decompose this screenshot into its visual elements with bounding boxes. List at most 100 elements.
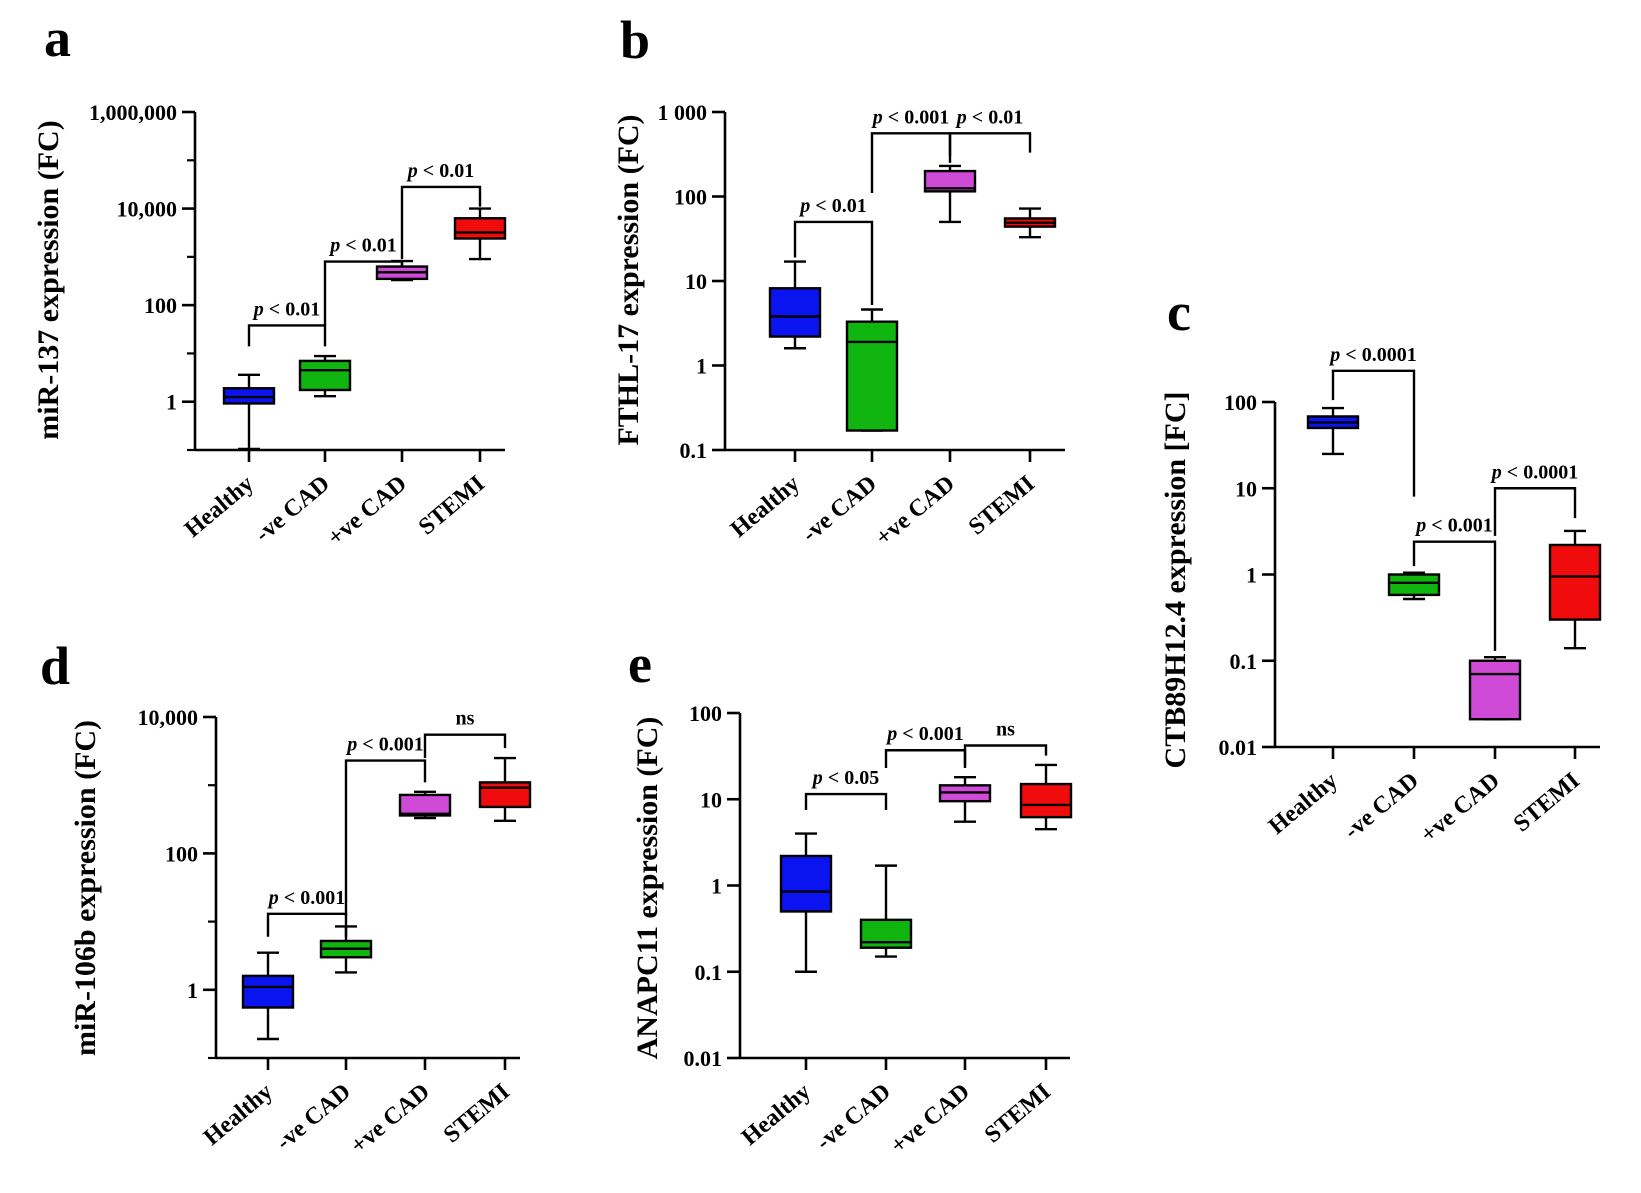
box-0 — [222, 373, 276, 451]
x-tick-label: +ve CAD — [871, 471, 960, 552]
significance-value: < 0.01 — [972, 106, 1023, 128]
box-0 — [779, 832, 833, 973]
x-tick-label: +ve CAD — [323, 471, 412, 552]
y-tick-label: 1 — [711, 874, 722, 899]
box-iqr — [845, 320, 899, 432]
significance-label: p < 0.01 — [252, 298, 320, 320]
p-symbol: p — [1328, 344, 1345, 366]
bracket-line — [948, 132, 1032, 157]
x-tick-label: STEMI — [964, 471, 1040, 541]
x-tick-label: Healthy — [737, 1079, 816, 1151]
p-symbol: p — [885, 723, 902, 745]
significance-bracket: p < 0.001 — [266, 887, 348, 937]
chart-panel-a: a miR-137 expression (FC) 1 100 10,000 1,000,… — [32, 8, 507, 552]
significance-value: < 0.001 — [284, 887, 345, 909]
p-symbol: p — [798, 195, 815, 217]
y-axis-label: miR-106b expression (FC) — [69, 720, 102, 1056]
bracket-line — [884, 749, 967, 769]
bracket-line — [247, 324, 327, 347]
bracket-line — [1412, 540, 1497, 651]
box-iqr — [478, 781, 532, 809]
significance-label: p < 0.001 — [885, 723, 963, 745]
box-3 — [1003, 207, 1057, 239]
significance-label: p < 0.0001 — [1490, 461, 1578, 483]
significance-bracket: p < 0.01 — [793, 195, 874, 305]
bracket-line — [1331, 369, 1416, 497]
significance-value: < 0.05 — [828, 767, 879, 789]
box-iqr — [779, 854, 833, 913]
y-tick-label: 10,000 — [138, 705, 199, 730]
significance-label: p < 0.0001 — [1328, 344, 1416, 366]
significance-label: p < 0.001 — [871, 106, 949, 128]
significance-bracket: p < 0.001 — [1412, 515, 1497, 651]
significance-label: ns — [456, 708, 475, 730]
significance-value: < 0.01 — [423, 160, 474, 182]
x-tick-label: STEMI — [414, 471, 490, 541]
x-tick-label: -ve CAD — [811, 1079, 896, 1156]
box-iqr — [453, 217, 507, 240]
y-tick-label: 100 — [674, 185, 707, 210]
y-tick-label: 0.1 — [695, 960, 723, 985]
x-tick-label: +ve CAD — [886, 1079, 975, 1160]
y-tick-label: 100 — [165, 841, 198, 866]
y-tick-label: 10,000 — [117, 197, 178, 222]
p-symbol: p — [345, 734, 362, 756]
significance-bracket: p < 0.01 — [247, 298, 327, 347]
y-tick-label: 1 — [1246, 563, 1257, 588]
significance-value: < 0.01 — [815, 195, 866, 217]
p-symbol: p — [406, 160, 423, 182]
y-axis-label: FTHL-17 expression (FC) — [612, 114, 645, 445]
x-tick-label: -ve CAD — [797, 471, 882, 548]
chart-panel-d: d miR-106b expression (FC) 1 100 10,000 Healt… — [40, 636, 532, 1159]
significance-label: p < 0.01 — [328, 235, 396, 257]
y-tick-label: 0.01 — [1219, 735, 1258, 760]
significance-bracket: p < 0.0001 — [1328, 344, 1417, 497]
bracket-line — [423, 733, 507, 759]
chart-panel-c: c CTB89H12.4 expression [FC] 0.01 0.1 1 10 100… — [1159, 282, 1602, 848]
y-tick-label: 100 — [1224, 390, 1257, 415]
box-iqr — [768, 287, 822, 338]
significance-bracket: p < 0.01 — [323, 235, 404, 326]
x-tick-label: Healthy — [726, 471, 805, 543]
significance-bracket: ns — [963, 718, 1048, 767]
significance-bracket: p < 0.01 — [948, 106, 1032, 157]
y-tick-label: 0.1 — [1230, 649, 1258, 674]
box-iqr — [923, 169, 977, 193]
bracket-line — [793, 220, 874, 305]
significance-label: p < 0.01 — [406, 160, 474, 182]
y-tick-label: 1 — [187, 978, 198, 1003]
box-0 — [241, 951, 295, 1041]
x-tick-label: STEMI — [1509, 768, 1585, 838]
box-3 — [453, 207, 507, 261]
significance-bracket: p < 0.05 — [804, 767, 888, 811]
y-axis-label: miR-137 expression (FC) — [32, 120, 65, 439]
significance-bracket: p < 0.0001 — [1490, 461, 1578, 536]
significance-value: ns — [456, 708, 475, 730]
p-symbol: p — [871, 106, 888, 128]
box-0 — [768, 260, 822, 350]
box-1 — [859, 864, 913, 958]
y-tick-label: 100 — [689, 701, 722, 726]
box-iqr — [859, 918, 913, 949]
panel-letter: c — [1167, 282, 1191, 342]
significance-value: < 0.001 — [902, 723, 963, 745]
y-axis-label: ANAPC11 expression (FC) — [631, 717, 664, 1060]
significance-value: < 0.01 — [345, 235, 396, 257]
panel-letter: d — [40, 636, 70, 696]
significance-value: < 0.0001 — [1345, 344, 1416, 366]
p-symbol: p — [955, 106, 972, 128]
box-iqr — [1468, 659, 1522, 721]
p-symbol: p — [1414, 515, 1431, 537]
p-symbol: p — [252, 298, 269, 320]
box-1 — [1387, 571, 1441, 601]
y-tick-label: 1 000 — [658, 100, 708, 125]
y-axis-label: CTB89H12.4 expression [FC] — [1159, 392, 1192, 769]
significance-bracket: p < 0.001 — [871, 106, 952, 194]
bracket-line — [266, 912, 348, 937]
box-0 — [1306, 406, 1360, 456]
x-tick-label: STEMI — [980, 1079, 1056, 1149]
chart-panel-b: b FTHL-17 expression (FC) 0.1 1 10 100 1 000 He… — [612, 10, 1065, 551]
box-3 — [478, 756, 532, 823]
bracket-line — [804, 792, 888, 811]
